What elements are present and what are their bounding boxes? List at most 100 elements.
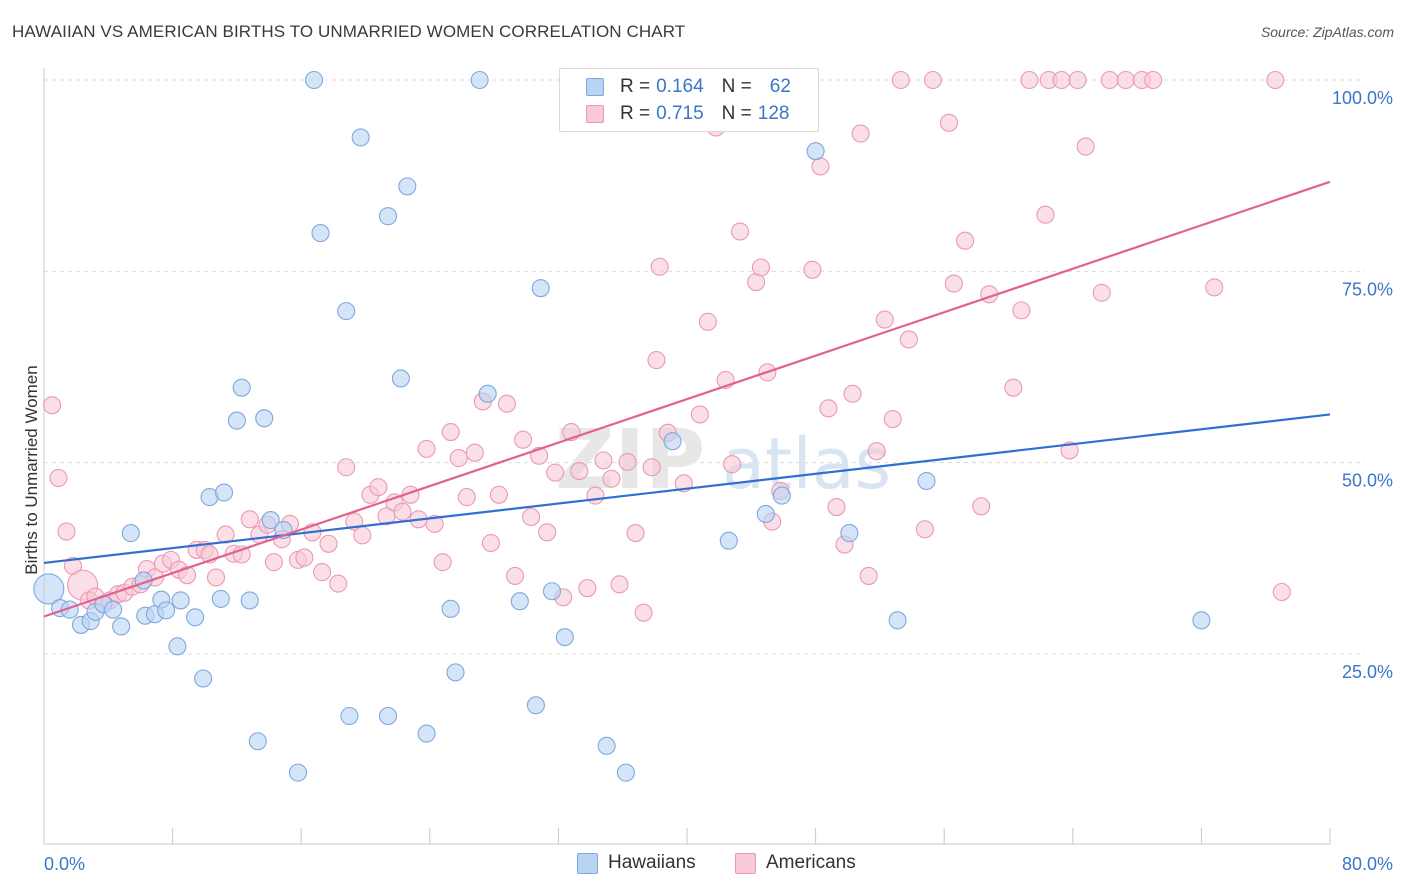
data-point-americans <box>867 442 886 461</box>
data-point-americans <box>1060 441 1079 460</box>
data-point-americans <box>642 458 661 477</box>
legend-r-label: R = <box>620 103 651 124</box>
y-tick-label: 50.0% <box>1342 471 1393 491</box>
data-point-hawaiians <box>104 600 123 619</box>
data-point-americans <box>329 574 348 593</box>
data-point-hawaiians <box>526 696 545 715</box>
data-point-americans <box>1144 70 1163 90</box>
data-point-hawaiians <box>398 177 417 196</box>
data-point-hawaiians <box>261 511 280 530</box>
data-point-americans <box>481 533 500 553</box>
data-point-americans <box>939 113 959 132</box>
data-point-americans <box>891 70 910 90</box>
data-point-americans <box>1004 378 1023 397</box>
data-point-americans <box>751 258 770 277</box>
data-point-americans <box>1036 205 1055 224</box>
data-point-hawaiians <box>441 599 460 618</box>
data-point-hawaiians <box>663 432 682 451</box>
data-point-hawaiians <box>351 128 370 147</box>
data-point-americans <box>610 575 629 594</box>
trend-line-americans <box>43 180 1331 618</box>
data-point-americans <box>353 526 372 545</box>
data-point-hawaiians <box>311 224 330 243</box>
y-tick-label: 100.0% <box>1332 88 1393 108</box>
data-point-americans <box>433 553 452 572</box>
data-point-hawaiians <box>227 411 246 430</box>
data-point-americans <box>899 330 918 349</box>
data-point-hawaiians <box>756 504 775 523</box>
legend-n-label: N = <box>721 76 752 97</box>
data-point-americans <box>457 488 476 507</box>
bottom-legend-swatch-hawaiians <box>577 852 598 874</box>
data-point-hawaiians <box>255 409 274 428</box>
data-point-hawaiians <box>616 763 635 782</box>
data-point-americans <box>811 157 830 176</box>
data-point-americans <box>546 463 565 482</box>
watermark-atlas: atlas <box>722 423 891 505</box>
data-point-americans <box>337 458 356 477</box>
data-point-hawaiians <box>214 483 234 502</box>
bottom-legend-swatch-americans <box>735 852 756 874</box>
data-point-hawaiians <box>840 524 859 543</box>
data-point-americans <box>522 507 541 527</box>
x-tick-label: 0.0% <box>44 854 85 874</box>
data-point-hawaiians <box>378 207 398 226</box>
data-point-americans <box>650 257 669 276</box>
data-point-americans <box>42 396 62 415</box>
data-point-americans <box>972 497 991 516</box>
data-point-americans <box>803 260 822 279</box>
data-point-hawaiians <box>186 608 205 627</box>
data-point-americans <box>618 452 637 471</box>
data-point-americans <box>313 563 332 582</box>
data-point-americans <box>216 525 235 544</box>
data-point-hawaiians <box>470 70 489 90</box>
y-tick-label: 25.0% <box>1342 662 1393 682</box>
axes <box>43 68 1331 845</box>
y-axis-label: Births to Unmarried Women <box>22 365 41 575</box>
bottom-legend-label-hawaiians: Hawaiians <box>608 852 696 873</box>
data-point-hawaiians <box>888 611 907 630</box>
data-point-americans <box>489 485 508 504</box>
legend-n-label: N = <box>721 103 752 124</box>
data-point-americans <box>417 439 436 458</box>
data-point-americans <box>851 124 870 143</box>
legend-swatch-hawaiians <box>586 78 604 96</box>
data-point-americans <box>538 523 557 542</box>
data-point-americans <box>57 522 76 541</box>
data-point-hawaiians <box>171 591 190 610</box>
trend-lines <box>43 180 1331 618</box>
data-point-americans <box>1100 70 1119 90</box>
data-point-hawaiians <box>121 524 140 543</box>
x-tick-label: 80.0% <box>1342 854 1393 874</box>
data-point-hawaiians <box>597 736 616 755</box>
chart-title: HAWAIIAN VS AMERICAN BIRTHS TO UNMARRIED… <box>12 22 686 41</box>
data-point-hawaiians <box>112 617 131 636</box>
legend-swatch-americans <box>586 105 604 123</box>
data-point-americans <box>956 231 975 250</box>
data-point-hawaiians <box>305 70 324 90</box>
data-point-hawaiians <box>531 279 550 298</box>
data-point-americans <box>698 312 717 331</box>
data-point-americans <box>264 553 283 572</box>
series-americans-points <box>42 70 1291 622</box>
data-point-hawaiians <box>806 142 825 161</box>
data-point-americans <box>240 510 259 529</box>
data-point-hawaiians <box>542 582 562 601</box>
data-point-americans <box>49 468 68 488</box>
data-point-hawaiians <box>446 663 465 682</box>
data-point-americans <box>319 534 338 553</box>
data-point-americans <box>586 486 605 505</box>
data-point-americans <box>1116 70 1135 90</box>
data-point-americans <box>578 579 597 598</box>
watermark: ZIP atlas <box>555 413 891 508</box>
data-point-americans <box>295 548 314 567</box>
bottom-legend-label-americans: Americans <box>766 852 856 873</box>
legend-row-americans: R = 0.715 N = 128 <box>560 102 789 126</box>
data-point-hawaiians <box>240 591 259 610</box>
data-point-americans <box>730 222 750 241</box>
data-point-hawaiians <box>232 378 251 397</box>
data-point-americans <box>690 405 709 424</box>
data-point-americans <box>883 409 902 429</box>
data-point-hawaiians <box>391 369 410 388</box>
